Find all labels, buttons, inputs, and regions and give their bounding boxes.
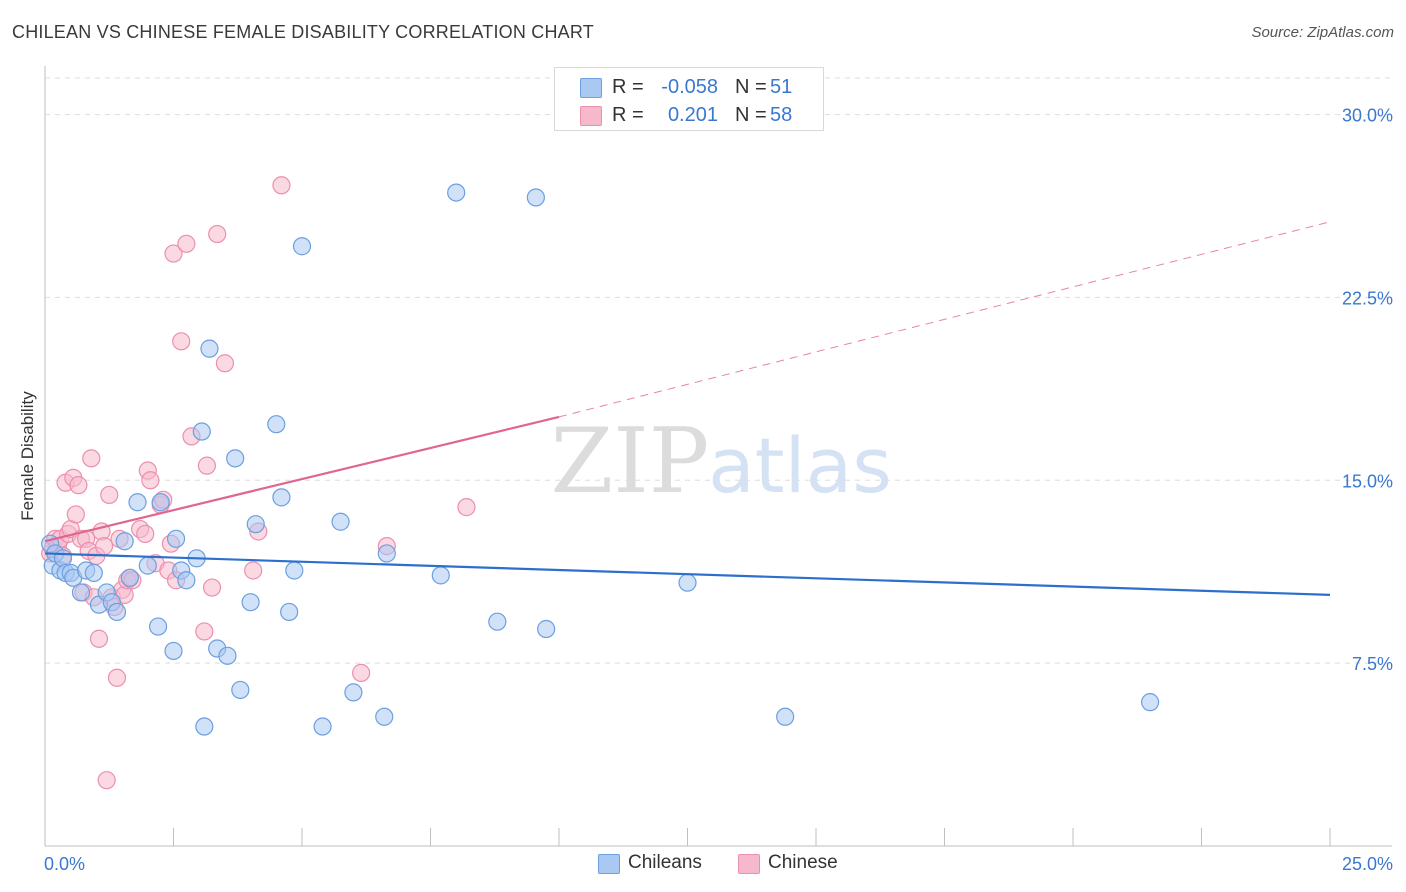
watermark: ZIP atlas [551, 409, 892, 514]
chilean-point [678, 573, 697, 592]
chinese-point [197, 456, 217, 475]
watermark-atlas: atlas [708, 421, 892, 510]
series-chinese [41, 176, 476, 790]
chilean-point [272, 488, 291, 507]
chinese-point [272, 176, 291, 195]
chilean-point [195, 717, 214, 736]
legend-row-chileans: R = -0.058 N = 51 [555, 73, 823, 101]
chinese-point [457, 498, 476, 517]
chilean-point [267, 415, 286, 434]
y-tick-label: 15.0% [1342, 471, 1393, 491]
chilean-point [526, 188, 545, 207]
chilean-point [1140, 693, 1160, 712]
correlation-legend: R = -0.058 N = 51 R = 0.201 N = 58 [554, 67, 824, 131]
r-label: R = [612, 104, 644, 126]
chilean-point [151, 493, 170, 512]
r-label: R = [612, 76, 644, 98]
r-value: 0.201 [667, 104, 718, 126]
chilean-point [177, 571, 196, 590]
chilean-point [377, 544, 396, 563]
chilean-point [218, 646, 237, 665]
r-value: -0.058 [661, 76, 718, 98]
blue-swatch [598, 854, 620, 874]
axes [44, 66, 1392, 847]
y-tick-labels: 7.5% 15.0% 22.5% 30.0% [1342, 106, 1393, 675]
chilean-point [313, 717, 332, 736]
pink-swatch [580, 106, 602, 126]
chilean-point [292, 237, 312, 256]
legend-label-chileans: Chileans [628, 852, 702, 873]
y-tick-label: 22.5% [1342, 288, 1393, 308]
n-value: 51 [770, 76, 793, 98]
chileans-trend-line [44, 552, 1331, 596]
chilean-point [192, 422, 211, 441]
y-tick-label: 7.5% [1352, 654, 1393, 674]
chinese-point [69, 476, 88, 495]
chinese-point [164, 244, 183, 263]
chinese-point [100, 485, 119, 505]
trend-lines [44, 221, 1331, 596]
chilean-point [280, 602, 299, 622]
chinese-point [195, 622, 214, 641]
chilean-point [120, 568, 139, 587]
n-value: 58 [770, 104, 793, 126]
chinese-point [66, 505, 85, 524]
chilean-point [285, 561, 304, 580]
chinese-point [244, 561, 263, 580]
chilean-point [200, 339, 219, 358]
chilean-point [164, 641, 183, 661]
chilean-point [231, 680, 250, 700]
chilean-point [241, 593, 260, 612]
chinese-point [208, 224, 227, 244]
chilean-point [331, 512, 350, 531]
chinese-point [89, 629, 109, 648]
chilean-point [431, 566, 450, 585]
chilean-point [375, 707, 394, 726]
chinese-point [141, 471, 160, 490]
chilean-point [776, 707, 795, 726]
chinese-point [177, 234, 196, 253]
chilean-point [148, 617, 168, 636]
chinese-point [95, 537, 114, 556]
chinese-point [82, 449, 101, 468]
chilean-point [84, 563, 103, 583]
chilean-point [166, 529, 186, 548]
chilean-point [488, 612, 507, 631]
chinese-trend-line [44, 415, 560, 543]
legend-row-chinese: R = 0.201 N = 58 [555, 101, 823, 129]
chilean-point [115, 532, 134, 551]
chilean-point [246, 515, 265, 534]
n-label: N = [735, 76, 767, 98]
x-tick-label: 0.0% [44, 854, 85, 874]
chilean-point [344, 683, 363, 702]
chinese-point [352, 663, 371, 682]
chart-title: CHILEAN VS CHINESE FEMALE DISABILITY COR… [12, 22, 594, 42]
chilean-point [71, 583, 91, 602]
chinese-point [202, 578, 222, 597]
chilean-point [128, 493, 147, 512]
chilean-point [447, 183, 466, 202]
n-label: N = [735, 104, 767, 126]
chinese-point [215, 354, 234, 373]
pink-swatch [738, 854, 760, 874]
watermark-zip: ZIP [551, 409, 710, 514]
x-tick-label: 25.0% [1342, 854, 1393, 874]
chilean-point [138, 556, 157, 575]
chinese-trend-extension [558, 221, 1331, 418]
chinese-point [136, 524, 155, 544]
blue-swatch [580, 78, 602, 98]
legend-label-chinese: Chinese [768, 852, 838, 873]
y-tick-label: 30.0% [1342, 106, 1393, 126]
chilean-point [537, 619, 556, 639]
chinese-point [97, 771, 116, 790]
x-tick-labels: 0.0% 25.0% [44, 854, 1393, 874]
source-attribution: Source: ZipAtlas.com [1251, 24, 1394, 41]
chilean-point [107, 602, 127, 622]
chinese-point [172, 332, 191, 351]
series-legend: Chileans Chinese [0, 852, 1406, 878]
chinese-point [107, 668, 127, 687]
chilean-point [226, 449, 245, 468]
